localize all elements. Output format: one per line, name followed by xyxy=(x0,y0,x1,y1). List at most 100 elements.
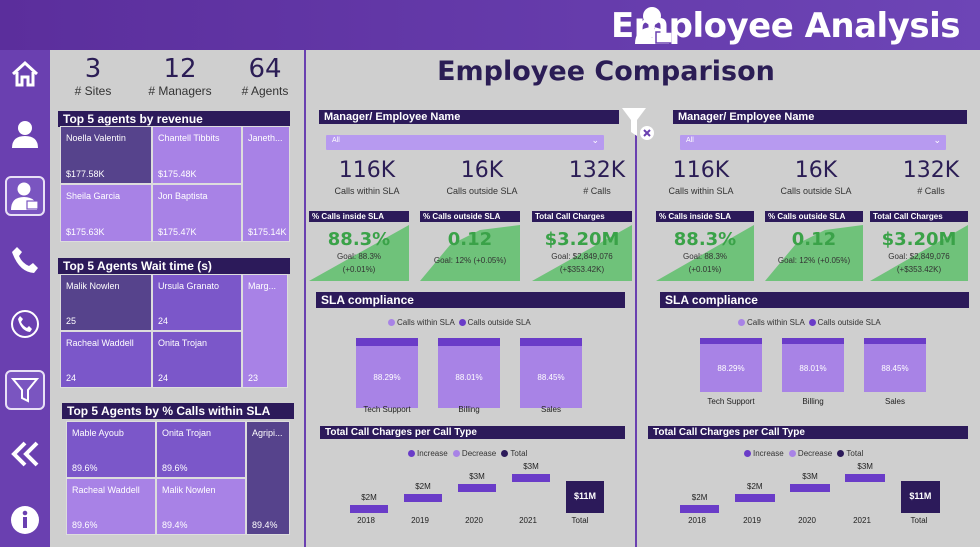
card-goal: Goal: $2,849,076 xyxy=(551,252,613,261)
treemap-tile[interactable]: Noella Valentin $177.58K xyxy=(60,126,152,184)
stat-value: 116K xyxy=(338,158,396,183)
sla-bar-within[interactable]: 88.45% xyxy=(864,344,926,392)
waterfall-chart: $2M $2M $3M $3M $11M xyxy=(342,462,612,513)
sla-bar-label: 88.01% xyxy=(799,363,827,373)
nav-employee[interactable] xyxy=(5,176,45,216)
waterfall-value-label: $11M xyxy=(909,491,932,501)
treemap-tile[interactable]: Malik Nowlen 25 xyxy=(60,274,152,331)
treemap-tile[interactable]: Onita Trojan 24 xyxy=(152,331,242,388)
treemap-tile[interactable]: Malik Nowlen 89.4% xyxy=(156,478,246,535)
treemap-tile[interactable]: Racheal Waddell 24 xyxy=(60,331,152,388)
sla-bar-within[interactable]: 88.29% xyxy=(700,344,762,392)
sla-bar-outside[interactable] xyxy=(782,338,844,345)
waterfall-title: Total Call Charges per Call Type xyxy=(648,426,968,439)
kpi-card-charges: Total Call Charges $3.20M Goal: $2,849,0… xyxy=(532,211,632,281)
sla-bar-outside[interactable] xyxy=(356,338,418,347)
waterfall-increase-bar[interactable] xyxy=(349,505,389,513)
treemap-tile[interactable]: Sheila Garcia $175.63K xyxy=(60,184,152,242)
card-goal: Goal: 12% (+0.05%) xyxy=(433,256,507,265)
nav-phone[interactable] xyxy=(5,240,45,280)
waterfall-axis-label: 2019 xyxy=(743,516,761,525)
sla-axis-label: Billing xyxy=(802,397,824,406)
legend-dot xyxy=(744,450,751,457)
card-title: Total Call Charges xyxy=(532,211,632,222)
nav-user[interactable] xyxy=(5,114,45,154)
sla-legend: Calls within SLA Calls outside SLA xyxy=(388,318,531,327)
sla-bar-outside[interactable] xyxy=(520,338,582,347)
stat-calls-outside: 16K Calls outside SLA xyxy=(768,158,864,196)
clear-filter-button[interactable] xyxy=(620,106,656,142)
phone-icon xyxy=(12,247,38,273)
kpi-card-inside-sla: % Calls inside SLA 88.3% Goal: 88.3% (+0… xyxy=(309,211,409,281)
goal-area-shape xyxy=(656,225,754,281)
waterfall-axis-label: Total xyxy=(910,516,928,525)
filter-label: Manager/ Employee Name xyxy=(673,110,967,124)
dropdown-value: All xyxy=(686,137,694,144)
filter-label: Manager/ Employee Name xyxy=(319,110,619,124)
treemap-tile[interactable]: Onita Trojan 89.6% xyxy=(156,421,246,478)
sla-bar-within[interactable]: 88.29% xyxy=(356,346,418,408)
waterfall-increase-bar[interactable] xyxy=(511,473,551,482)
nav-collapse[interactable] xyxy=(5,434,45,474)
nav-info[interactable] xyxy=(5,500,45,540)
chevron-down-icon: ⌄ xyxy=(591,135,599,145)
sla-bar-outside[interactable] xyxy=(438,338,500,347)
legend-item: Calls within SLA xyxy=(747,318,805,327)
treemap-tile[interactable]: Marg... 23 xyxy=(242,274,288,388)
sla-compliance-title: SLA compliance xyxy=(316,292,625,308)
legend-dot xyxy=(837,450,845,457)
header-bar xyxy=(0,0,980,50)
card-title: % Calls inside SLA xyxy=(656,211,754,222)
waterfall-axis-label: 2018 xyxy=(688,516,706,525)
waterfall-total-bar[interactable] xyxy=(565,481,605,513)
card-goal: Goal: 12% (+0.05%) xyxy=(777,256,851,265)
treemap-tile[interactable]: Agripi... 89.4% xyxy=(246,421,290,535)
employee-logo-icon xyxy=(632,4,676,46)
treemap-tile[interactable]: Janeth... $175.14K xyxy=(242,126,290,242)
waterfall-chart: $2M $2M $3M $3M $11M xyxy=(672,462,948,513)
sla-bar-within[interactable]: 88.45% xyxy=(520,346,582,408)
card-value: $3.20M xyxy=(881,229,957,250)
nav-home[interactable] xyxy=(5,54,45,94)
sla-bar-outside[interactable] xyxy=(864,338,926,345)
sla-bar-within[interactable]: 88.01% xyxy=(438,346,500,408)
stat-calls-within: 116K Calls within SLA xyxy=(658,158,744,196)
treemap-tile[interactable]: Jon Baptista $175.47K xyxy=(152,184,242,242)
revenue-section-title: Top 5 agents by revenue xyxy=(58,111,290,127)
waterfall-increase-bar[interactable] xyxy=(790,483,830,492)
waterfall-increase-bar[interactable] xyxy=(403,494,443,503)
sla-agents-treemap: Mable Ayoub 89.6% Onita Trojan 89.6% Agrip… xyxy=(66,421,290,535)
nav-filter[interactable] xyxy=(5,370,45,410)
sla-bar-within[interactable]: 88.01% xyxy=(782,344,844,392)
kpi-card-inside-sla: % Calls inside SLA 88.3% Goal: 88.3% (+0… xyxy=(656,211,754,281)
waterfall-increase-bar[interactable] xyxy=(679,505,720,513)
treemap-tile[interactable]: Mable Ayoub 89.6% xyxy=(66,421,156,478)
waterfall-increase-bar[interactable] xyxy=(845,473,886,482)
treemap-tile[interactable]: Chantell Tibbits $175.48K xyxy=(152,126,242,184)
waterfall-increase-bar[interactable] xyxy=(734,494,775,503)
treemap-tile[interactable]: Racheal Waddell 89.6% xyxy=(66,478,156,535)
employee-dropdown[interactable]: All ⌄ xyxy=(326,135,604,150)
card-value: 0.12 xyxy=(791,229,837,250)
card-title: % Calls outside SLA xyxy=(765,211,863,222)
legend-dot xyxy=(738,319,745,326)
stat-label: Calls within SLA xyxy=(334,186,400,196)
sla-bar-outside[interactable] xyxy=(700,338,762,345)
kpi-agents-label: # Agents xyxy=(241,84,289,98)
waterfall-increase-bar[interactable] xyxy=(457,483,497,492)
stat-value: 16K xyxy=(794,158,838,183)
waterfall-value-label: $3M xyxy=(802,471,818,481)
employee-dropdown[interactable]: All ⌄ xyxy=(680,135,946,150)
nav-call[interactable] xyxy=(5,304,45,344)
kpi-sites-label: # Sites xyxy=(74,84,112,98)
card-value: 88.3% xyxy=(327,229,391,250)
goal-area-shape xyxy=(420,225,520,281)
legend-item: Calls outside SLA xyxy=(817,318,881,327)
sla-bar-label: 88.01% xyxy=(455,372,483,382)
kpi-managers: 12 # Managers xyxy=(140,54,220,98)
waterfall-axis-label: Total xyxy=(571,516,589,525)
card-value: $3.20M xyxy=(544,229,620,250)
treemap-tile[interactable]: Ursula Granato 24 xyxy=(152,274,242,331)
stat-label: Calls outside SLA xyxy=(446,186,518,196)
waterfall-total-bar[interactable] xyxy=(900,481,941,513)
